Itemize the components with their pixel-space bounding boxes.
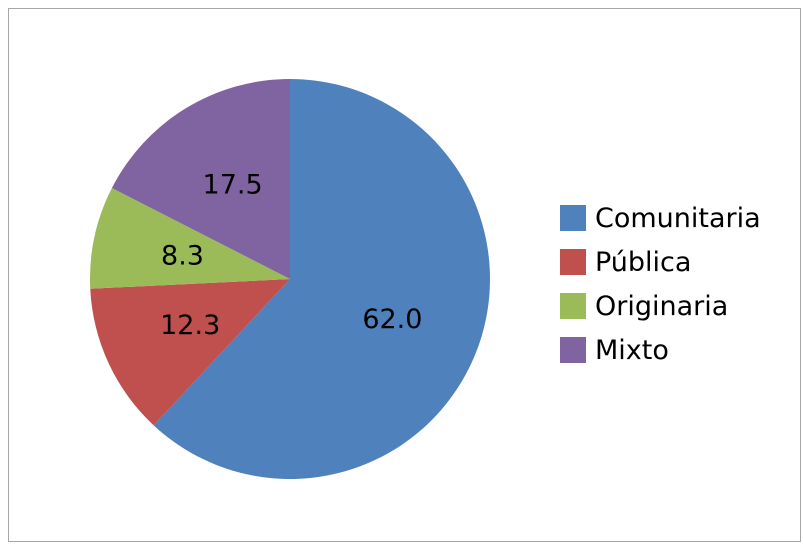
legend: Comunitaria Pública Originaria Mixto xyxy=(560,196,761,372)
legend-swatch xyxy=(560,205,586,231)
pie-slice-originaria xyxy=(90,188,290,289)
legend-label: Originaria xyxy=(595,290,729,322)
legend-swatch xyxy=(560,337,586,363)
value-label-publica: 12.3 xyxy=(160,310,220,341)
value-label-comunitaria: 62.0 xyxy=(362,304,422,335)
legend-swatch xyxy=(560,249,586,275)
legend-item: Mixto xyxy=(560,328,761,372)
legend-item: Originaria xyxy=(560,284,761,328)
value-label-originaria: 8.3 xyxy=(161,240,204,271)
pie-slices xyxy=(90,79,490,479)
pie-slice-mixto xyxy=(111,79,291,279)
pie-value-labels: 62.0 12.3 8.3 17.5 xyxy=(160,170,422,341)
legend-item: Comunitaria xyxy=(560,196,761,240)
legend-label: Comunitaria xyxy=(595,202,761,234)
legend-label: Mixto xyxy=(595,334,669,366)
pie-slice-comunitaria xyxy=(153,79,490,479)
legend-swatch xyxy=(560,293,586,319)
legend-item: Pública xyxy=(560,240,761,284)
legend-label: Pública xyxy=(595,246,692,278)
value-label-mixto: 17.5 xyxy=(203,170,263,201)
pie-slice-publica xyxy=(90,279,291,426)
